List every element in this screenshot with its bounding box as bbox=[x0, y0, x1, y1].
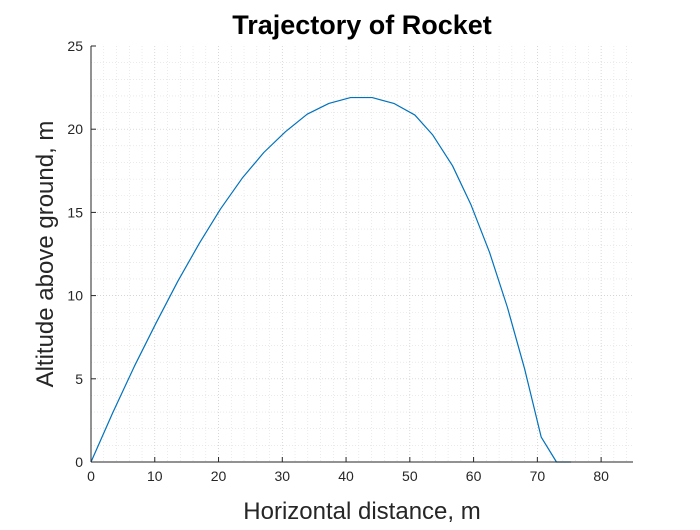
chart-title: Trajectory of Rocket bbox=[232, 10, 492, 40]
x-tick-label: 70 bbox=[530, 468, 546, 484]
y-tick-label: 5 bbox=[75, 371, 83, 387]
y-tick-label: 0 bbox=[75, 454, 83, 470]
x-tick-label: 10 bbox=[147, 468, 163, 484]
axes bbox=[90, 45, 633, 463]
major-grid bbox=[91, 46, 633, 462]
x-tick-label: 30 bbox=[275, 468, 291, 484]
y-axis-label: Altitude above ground, m bbox=[32, 121, 59, 388]
minor-grid bbox=[91, 46, 633, 462]
trajectory-line bbox=[90, 96, 572, 463]
x-tick-label: 40 bbox=[338, 468, 354, 484]
x-tick-label: 80 bbox=[593, 468, 609, 484]
y-tick-label: 15 bbox=[67, 204, 83, 220]
x-axis-label: Horizontal distance, m bbox=[243, 498, 480, 525]
y-tick-label: 20 bbox=[67, 121, 83, 137]
y-tick-label: 25 bbox=[67, 38, 83, 54]
x-tick-label: 0 bbox=[87, 468, 95, 484]
x-tick-label: 50 bbox=[402, 468, 418, 484]
y-tick-labels: 0 5 10 15 20 25 bbox=[67, 38, 83, 470]
series-layer bbox=[90, 96, 572, 463]
x-tick-label: 20 bbox=[211, 468, 227, 484]
x-tick-label: 60 bbox=[466, 468, 482, 484]
y-tick-label: 10 bbox=[67, 288, 83, 304]
plot-background bbox=[91, 46, 633, 462]
x-tick-labels: 0 10 20 30 40 50 60 70 80 bbox=[87, 468, 609, 484]
